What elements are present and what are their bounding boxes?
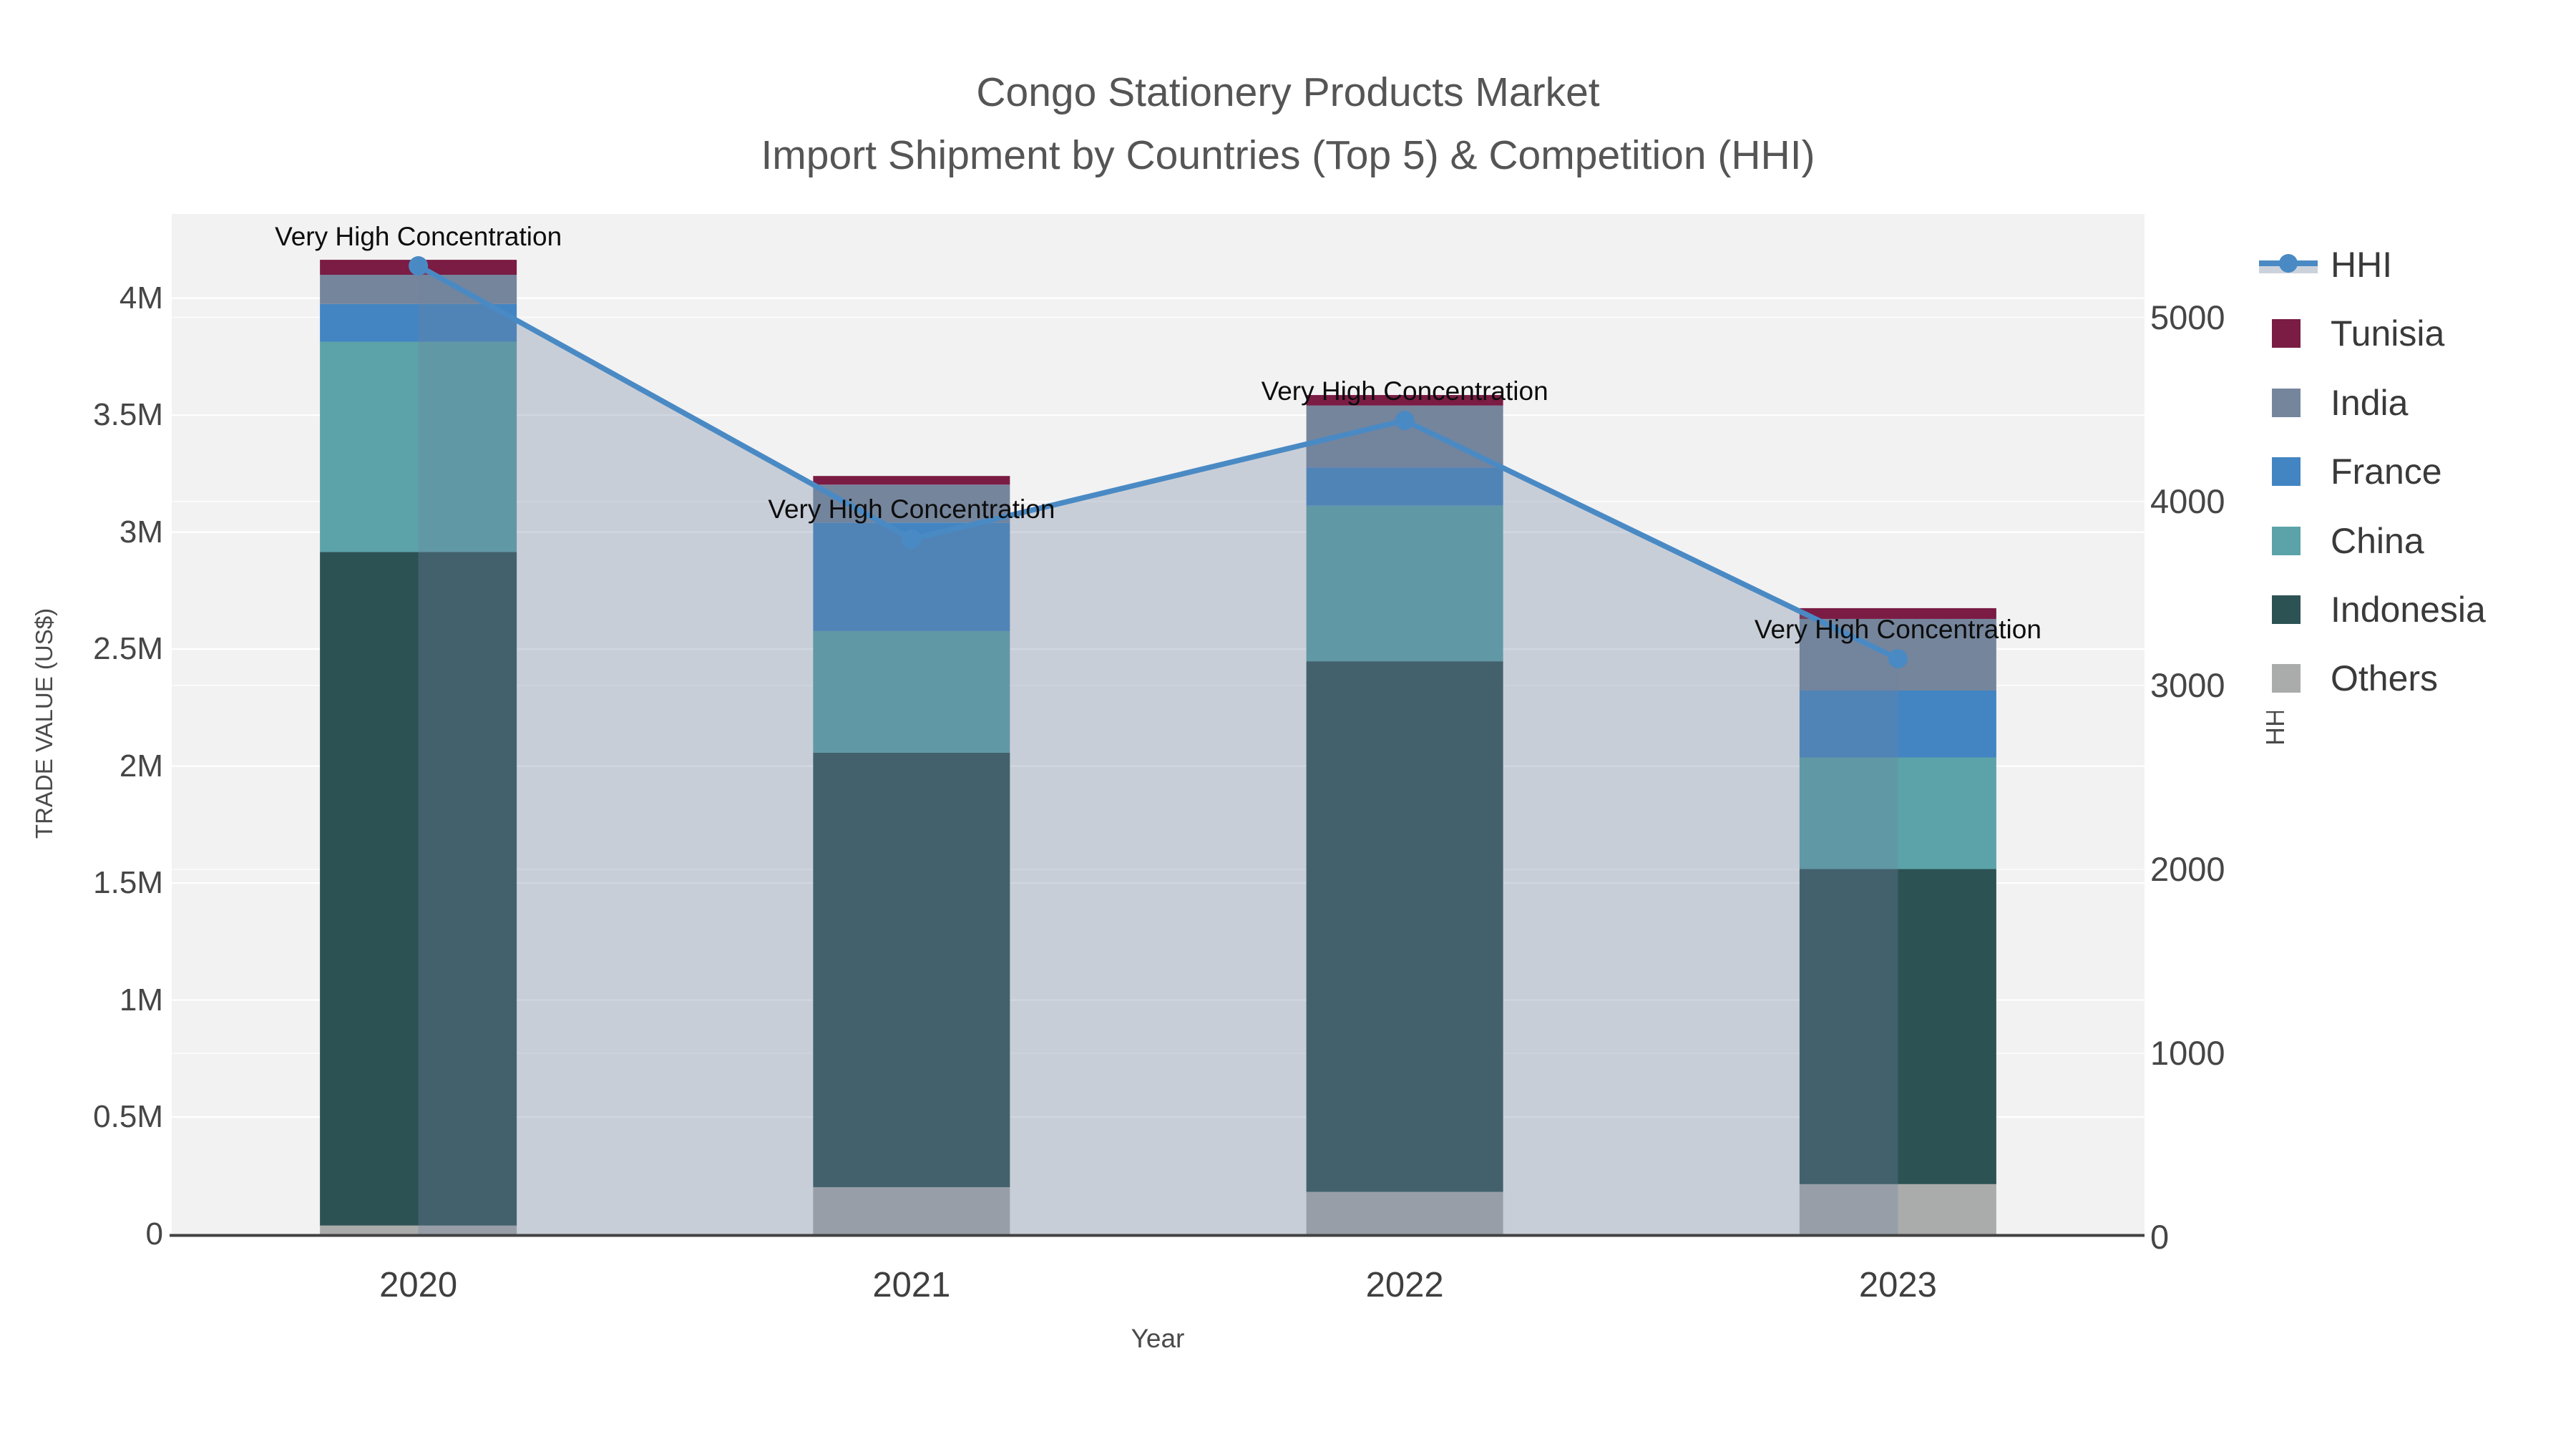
legend-swatch-france-icon: [2272, 457, 2301, 487]
right-tick-label: 5000: [2150, 298, 2225, 336]
hhi-marker-2021: [902, 529, 922, 549]
bar-segment-indonesia-2021: [813, 752, 1010, 1188]
left-tick-label: 3.5M: [93, 397, 163, 433]
legend-label: France: [2331, 452, 2442, 492]
left-tick-label: 1.5M: [93, 865, 163, 901]
legend-item-china[interactable]: China: [2242, 507, 2576, 575]
legend-item-indonesia[interactable]: Indonesia: [2242, 575, 2576, 644]
annotation-very-high-concentration: Very High Concentration: [768, 494, 1055, 525]
right-tick-label: 1000: [2150, 1034, 2225, 1073]
legend-item-tunisia[interactable]: Tunisia: [2242, 299, 2576, 368]
bar-segment-france-2023: [1799, 690, 1996, 758]
legend-label: India: [2331, 382, 2409, 423]
left-tick-label: 0.5M: [93, 1099, 163, 1135]
bar-segment-china-2022: [1306, 505, 1503, 662]
right-tick-label: 2000: [2150, 850, 2225, 888]
bar-segment-others-2023: [1799, 1184, 1996, 1234]
left-tick-label: 1M: [119, 982, 163, 1018]
chart-title: Congo Stationery Products Market: [976, 69, 1600, 115]
right-tick-label: 4000: [2150, 482, 2225, 520]
bar-segment-others-2022: [1306, 1191, 1503, 1234]
legend-swatch-china-icon: [2272, 526, 2301, 555]
right-tick-label: 3000: [2150, 665, 2225, 704]
legend-swatch-others-icon: [2272, 664, 2301, 693]
x-axis-title: Year: [1131, 1324, 1185, 1353]
legend-swatch-tunisia-icon: [2272, 319, 2301, 348]
bar-segment-indonesia-2020: [320, 552, 517, 1226]
annotation-very-high-concentration: Very High Concentration: [1754, 614, 2041, 644]
bar-segment-france-2020: [320, 303, 517, 342]
x-tick-label: 2023: [1858, 1266, 1937, 1304]
hhi-marker-2023: [1888, 649, 1908, 669]
left-tick-label: 4M: [119, 280, 163, 316]
legend-label: Others: [2331, 658, 2439, 699]
bar-segment-france-2022: [1306, 467, 1503, 506]
annotation-very-high-concentration: Very High Concentration: [275, 221, 562, 251]
left-tick-label: 2M: [119, 748, 163, 784]
legend-item-france[interactable]: France: [2242, 437, 2576, 506]
legend-label: Indonesia: [2331, 590, 2486, 630]
hhi-legend-swatch-icon: [2259, 250, 2318, 279]
chart-subtitle: Import Shipment by Countries (Top 5) & C…: [761, 132, 1815, 178]
legend-label: HHI: [2331, 245, 2393, 285]
legend-swatch-indonesia-icon: [2272, 595, 2301, 624]
left-tick-label: 0: [145, 1216, 163, 1252]
left-tick-label: 3M: [119, 514, 163, 550]
hhi-marker-2022: [1395, 411, 1415, 431]
bar-segment-indonesia-2023: [1799, 869, 1996, 1184]
bar-segment-others-2021: [813, 1187, 1010, 1234]
bar-segment-tunisia-2021: [813, 476, 1010, 485]
bar-segment-china-2021: [813, 630, 1010, 753]
hhi-line: [416, 263, 1900, 661]
legend-label: China: [2331, 520, 2424, 561]
legend-label: Tunisia: [2331, 313, 2445, 354]
legend-item-india[interactable]: India: [2242, 369, 2576, 437]
legend-item-hhi[interactable]: HHI: [2242, 230, 2576, 299]
bar-segment-others-2020: [320, 1225, 517, 1234]
hhi-marker-swatch: [2279, 254, 2298, 273]
x-tick-label: 2021: [872, 1266, 951, 1304]
legend-item-others[interactable]: Others: [2242, 644, 2576, 713]
x-tick-label: 2020: [379, 1266, 458, 1304]
hhi-area-fill: [418, 265, 1898, 1234]
bar-segment-china-2020: [320, 341, 517, 552]
legend-swatch-india-icon: [2272, 388, 2301, 417]
right-tick-label: 0: [2150, 1218, 2170, 1257]
bar-segment-tunisia-2022: [1306, 395, 1503, 406]
legend: HHI Tunisia India France China Indonesia Other…: [2242, 228, 2576, 711]
bar-segment-tunisia-2023: [1799, 608, 1996, 619]
bar-segment-china-2023: [1799, 757, 1996, 869]
left-tick-label: 2.5M: [93, 631, 163, 667]
annotation-very-high-concentration: Very High Concentration: [1261, 376, 1548, 406]
x-tick-label: 2022: [1365, 1266, 1444, 1304]
bar-segment-indonesia-2022: [1306, 661, 1503, 1192]
hhi-marker-2020: [409, 256, 429, 276]
